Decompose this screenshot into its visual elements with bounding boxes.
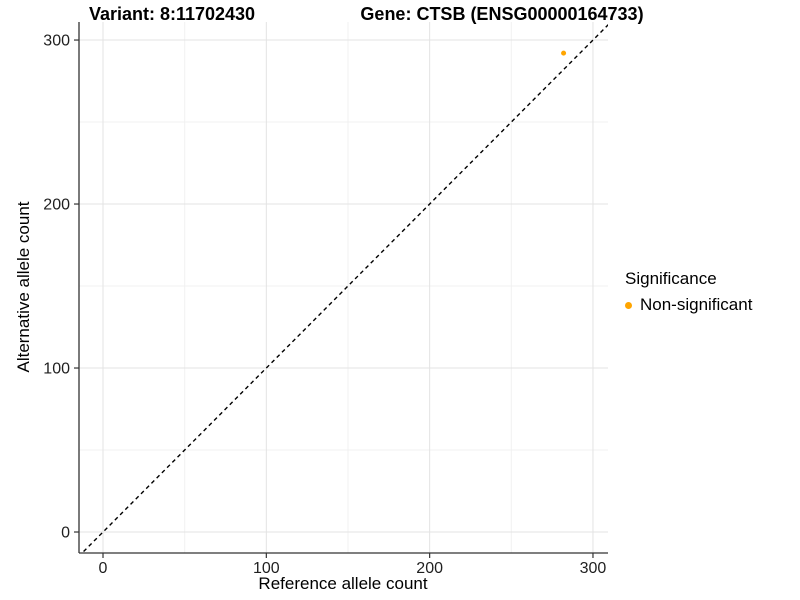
data-point — [561, 50, 567, 56]
x-tick-label: 200 — [416, 560, 443, 577]
legend-item: Non-significant — [625, 295, 752, 315]
x-axis-title: Reference allele count — [258, 574, 428, 593]
y-tick-label: 200 — [43, 197, 70, 214]
x-tick-label: 100 — [253, 560, 280, 577]
y-tick-label: 0 — [61, 525, 70, 542]
x-tick-label: 300 — [580, 560, 607, 577]
legend-item-label: Non-significant — [640, 295, 753, 314]
y-tick-label: 100 — [43, 361, 70, 378]
y-tick-label: 300 — [43, 33, 70, 50]
identity-reference-line — [81, 23, 608, 553]
legend-point-icon — [625, 301, 632, 309]
y-axis-title: Alternative allele count — [14, 201, 33, 373]
legend: Significance Non-significant — [625, 269, 752, 315]
x-tick-label: 0 — [99, 560, 108, 577]
plot-title-variant: Variant: 8:11702430 — [88, 4, 256, 24]
plot-title-gene: Gene: CTSB (ENSG00000164733) — [360, 4, 644, 24]
legend-title: Significance — [625, 269, 717, 288]
